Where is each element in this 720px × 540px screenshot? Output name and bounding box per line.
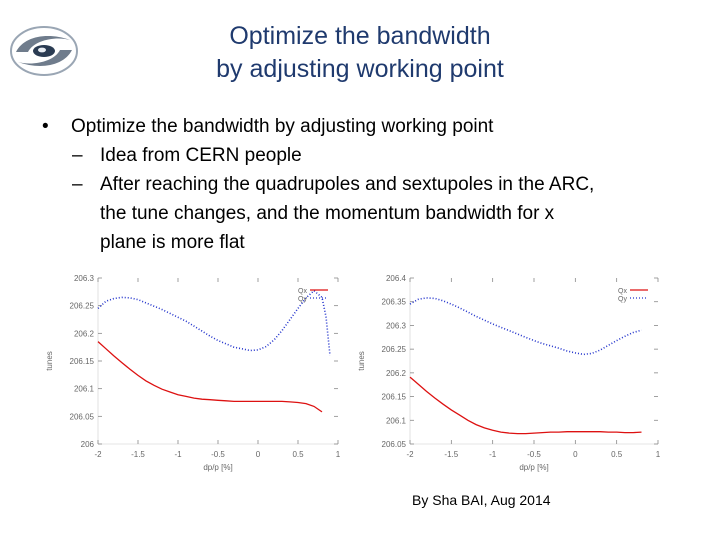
legend-label: Qy [298, 296, 307, 303]
y-tick-label: 206.15 [70, 357, 95, 366]
x-tick-label: 0 [573, 450, 578, 459]
institute-logo-icon [8, 22, 80, 80]
y-tick-label: 206.05 [70, 412, 95, 421]
y-tick-label: 206 [81, 440, 95, 449]
x-tick-label: 0.5 [292, 450, 304, 459]
y-axis-label: tunes [357, 351, 366, 371]
legend-label: Qx [298, 288, 307, 295]
y-tick-label: 206.25 [382, 345, 407, 354]
sub-bullet-dash: – [72, 145, 83, 166]
y-tick-label: 206.15 [382, 393, 407, 402]
x-axis-label: dp/p [%] [203, 463, 232, 472]
x-tick-label: -0.5 [527, 450, 541, 459]
tune-chart-left: -2 -1.5 -1 -0.5 0 0.5 1 206 206.05 206.1 206.15 206… [36, 270, 356, 480]
series-line-qx [97, 341, 323, 413]
author-credit: By Sha BAI, Aug 2014 [412, 492, 551, 508]
x-axis-label: dp/p [%] [519, 463, 548, 472]
y-tick-label: 206.2 [74, 329, 95, 338]
sub-bullet-text-line: After reaching the quadrupoles and sextu… [100, 174, 595, 195]
sub-bullet-dash: – [72, 174, 83, 195]
y-tick-label: 206.25 [70, 302, 95, 311]
y-axis-label: tunes [45, 351, 54, 371]
x-tick-label: -1.5 [444, 450, 458, 459]
series-line-qx [409, 376, 642, 435]
series-line-qy [97, 289, 331, 356]
sub-bullet-item: – After reaching the quadrupoles and sex… [42, 170, 692, 257]
sub-bullet-text-line: plane is more flat [100, 232, 245, 253]
y-tick-label: 206.1 [74, 385, 95, 394]
sub-bullet-item: – Idea from CERN people [42, 141, 692, 170]
x-tick-label: -1.5 [131, 450, 145, 459]
x-tick-label: -1 [489, 450, 497, 459]
x-tick-label: 0 [256, 450, 261, 459]
y-tick-label: 206.4 [386, 274, 407, 283]
bullet-dot: • [42, 116, 49, 137]
x-tick-label: 0.5 [611, 450, 623, 459]
x-tick-label: 1 [336, 450, 341, 459]
bullet-list: • Optimize the bandwidth by adjusting wo… [42, 112, 692, 257]
title-line-2: by adjusting working point [216, 55, 504, 83]
x-tick-label: -0.5 [211, 450, 225, 459]
y-tick-label: 206.3 [386, 321, 407, 330]
slide-title: Optimize the bandwidth by adjusting work… [130, 20, 590, 86]
x-tick-label: -1 [174, 450, 182, 459]
x-tick-label: -2 [94, 450, 102, 459]
bullet-text: Optimize the bandwidth by adjusting work… [71, 116, 494, 137]
x-tick-label: 1 [656, 450, 661, 459]
sub-bullet-text-line: the tune changes, and the momentum bandw… [100, 203, 555, 224]
legend-label: Qx [618, 288, 627, 295]
tune-chart-right-svg: -2 -1.5 -1 -0.5 0 0.5 1 206.05 206.1 206.15 206.2 2… [357, 274, 661, 472]
y-tick-label: 206.35 [382, 298, 407, 307]
y-tick-label: 206.2 [386, 369, 407, 378]
legend-label: Qy [618, 296, 627, 303]
y-tick-label: 206.05 [382, 440, 407, 449]
bullet-item: • Optimize the bandwidth by adjusting wo… [42, 112, 692, 141]
y-tick-label: 206.1 [386, 416, 407, 425]
y-tick-label: 206.3 [74, 274, 95, 283]
series-line-qy [409, 297, 642, 356]
sub-bullet-text: Idea from CERN people [100, 145, 302, 166]
x-tick-label: -2 [406, 450, 414, 459]
tune-chart-left-svg: -2 -1.5 -1 -0.5 0 0.5 1 206 206.05 206.1 206.15 206… [45, 274, 341, 472]
title-line-1: Optimize the bandwidth [229, 22, 491, 50]
tune-chart-right: -2 -1.5 -1 -0.5 0 0.5 1 206.05 206.1 206.15 206.2 2… [357, 270, 668, 480]
